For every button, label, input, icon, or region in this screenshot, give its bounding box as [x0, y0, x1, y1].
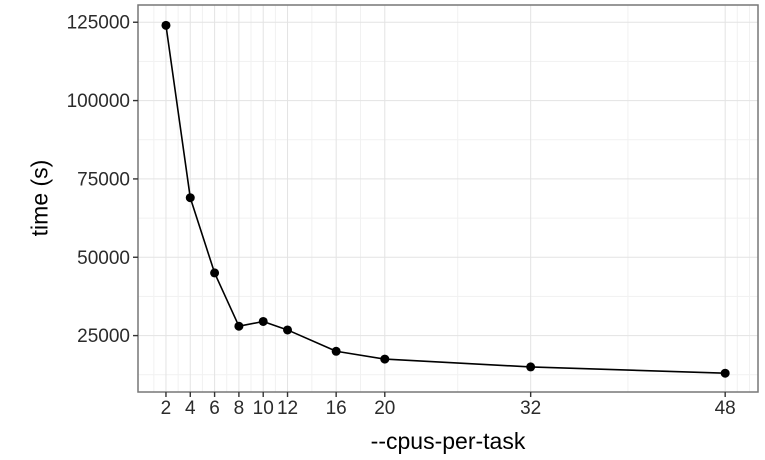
x-tick-label: 4 [185, 398, 196, 419]
data-point [258, 316, 268, 326]
x-tick-label: 20 [374, 398, 395, 419]
data-point [283, 325, 293, 335]
x-tick-label: 6 [209, 398, 220, 419]
x-tick-label: 2 [161, 398, 172, 419]
data-point [380, 354, 390, 364]
panel-background [138, 5, 758, 392]
panel-border [137, 4, 759, 393]
data-point [161, 20, 171, 30]
data-point [526, 362, 536, 372]
y-tick-label: 125000 [67, 13, 130, 34]
y-tick-label: 50000 [77, 248, 130, 269]
series-line [165, 25, 726, 374]
y-axis-title: time (s) [26, 159, 53, 237]
data-point [720, 368, 730, 378]
y-tick-label: 100000 [67, 91, 130, 112]
x-tick-label: 16 [326, 398, 347, 419]
data-point [185, 193, 195, 203]
data-point [331, 346, 341, 356]
x-tick-label: 10 [253, 398, 274, 419]
x-tick-label: 32 [520, 398, 541, 419]
y-tick-label: 75000 [77, 169, 130, 190]
x-axis-title: --cpus-per-task [370, 428, 526, 454]
data-point [210, 268, 220, 278]
x-tick-label: 8 [234, 398, 245, 419]
y-tick-label: 25000 [77, 326, 130, 347]
x-tick-label: 12 [277, 398, 298, 419]
data-point [234, 321, 244, 331]
x-tick-label: 48 [715, 398, 736, 419]
